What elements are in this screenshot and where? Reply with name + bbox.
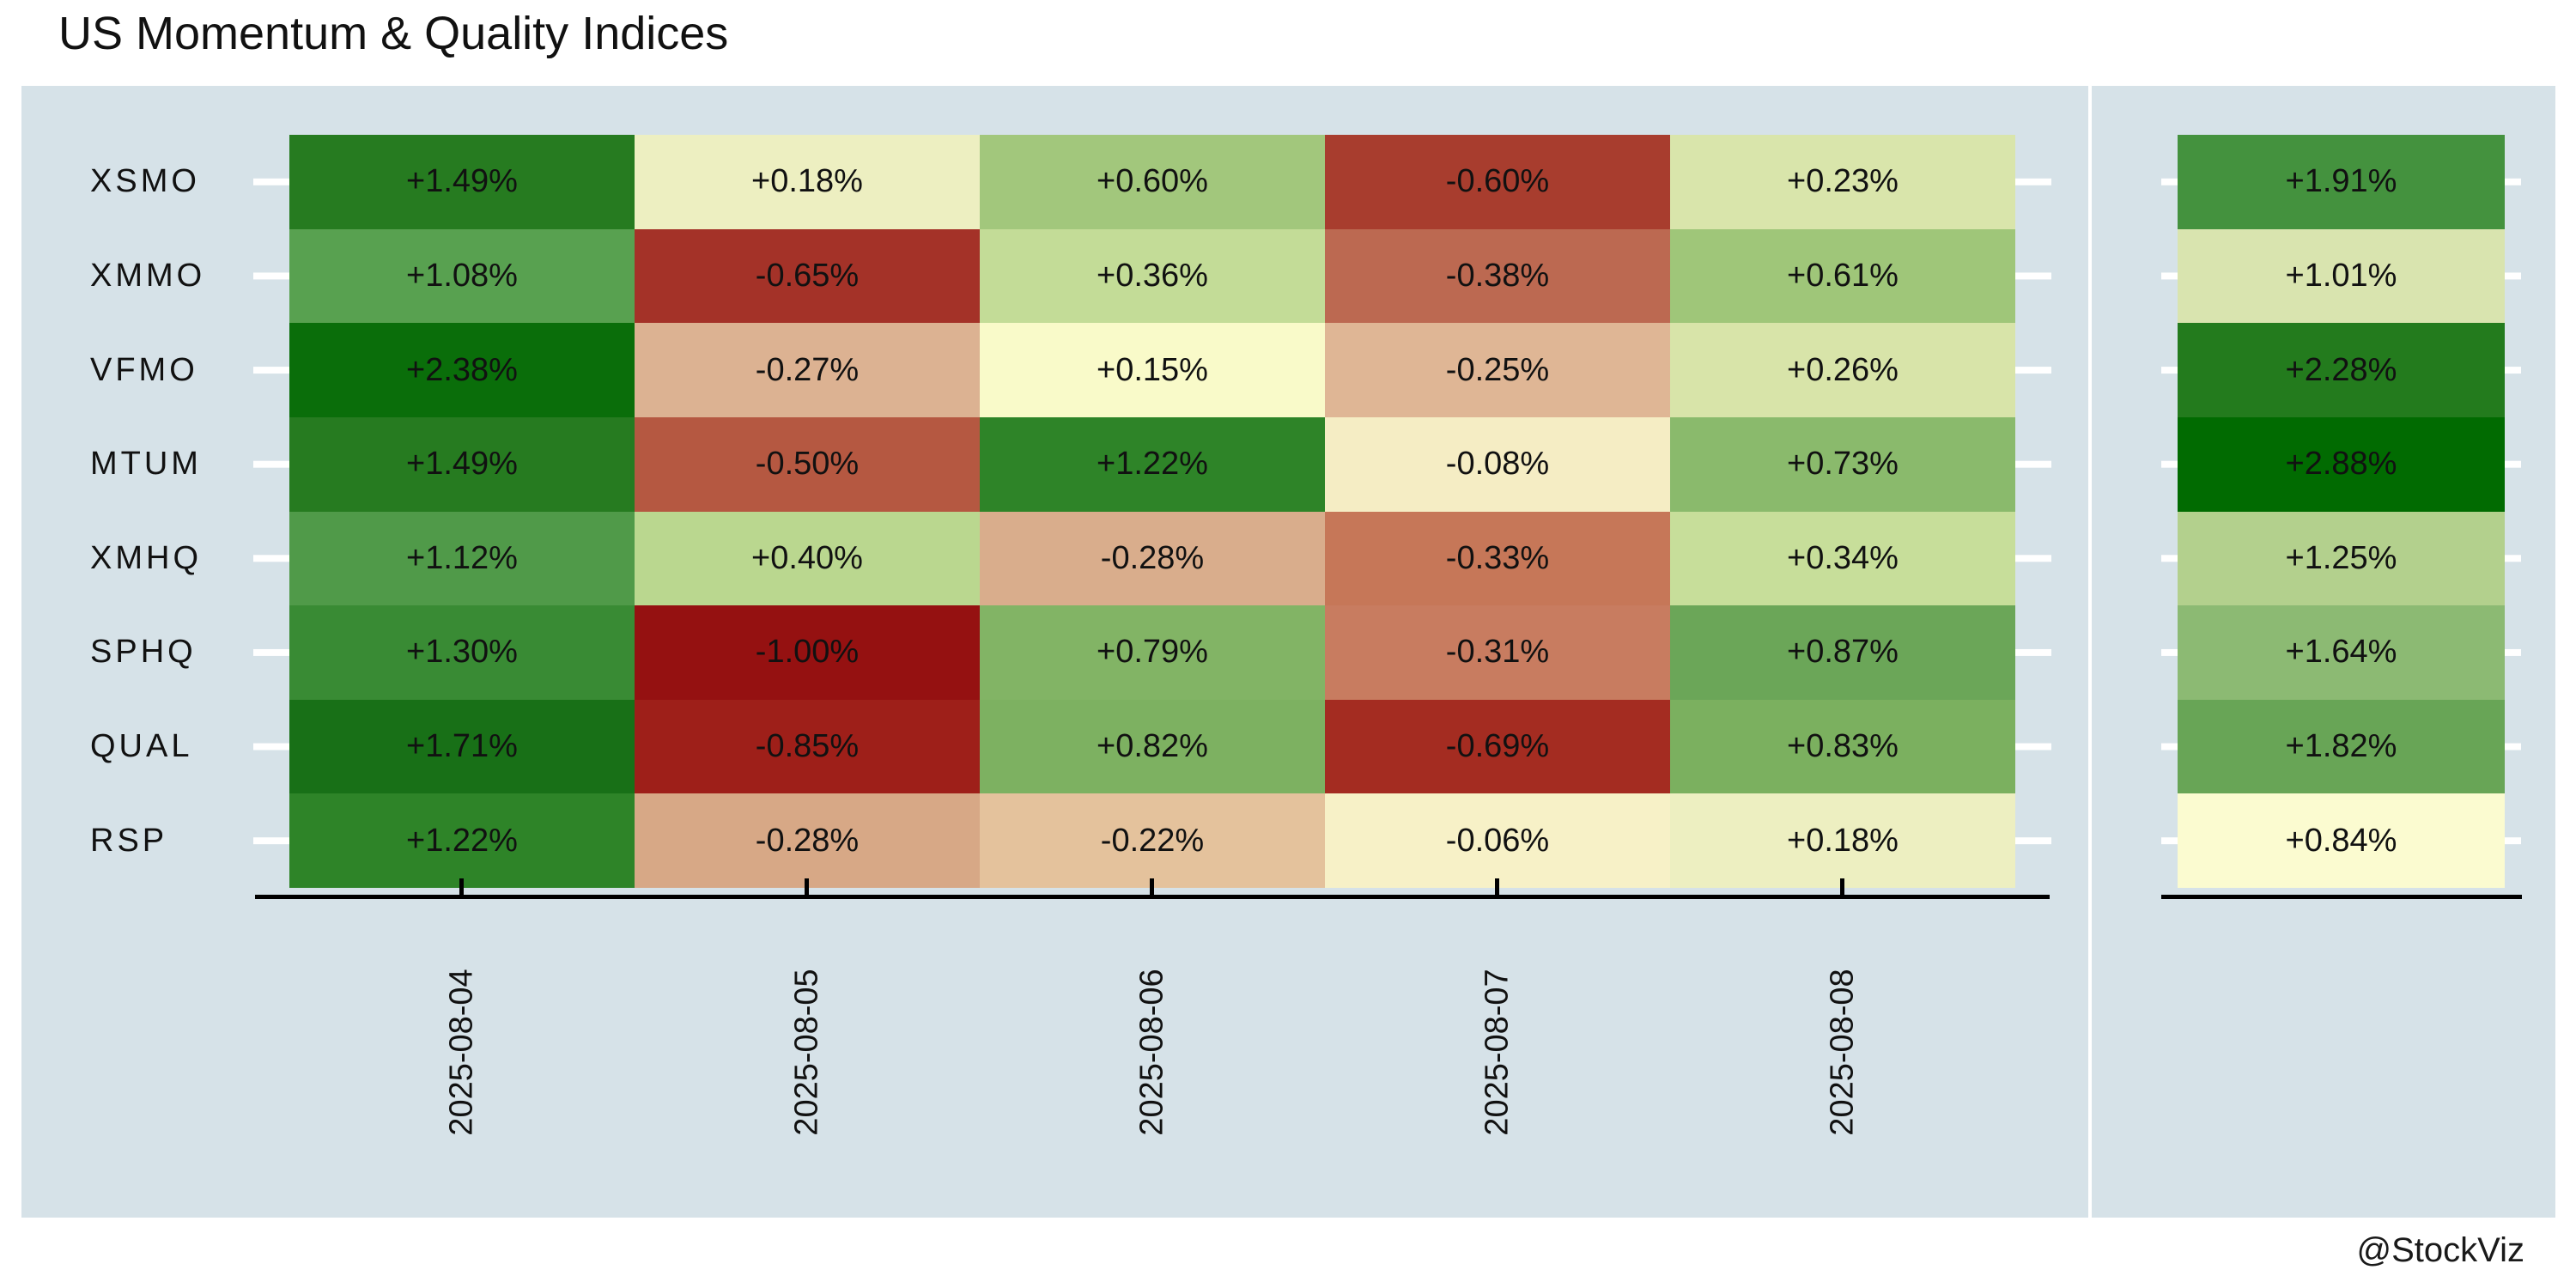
- total-cell: +1.64%: [2178, 605, 2505, 700]
- x-axis-label-box: 2025-08-08: [1824, 923, 1862, 1181]
- x-axis-label: 2025-08-05: [788, 968, 825, 1136]
- y-axis-label-xmmo: XMMO: [90, 257, 206, 294]
- y-axis-label-xmhq: XMHQ: [90, 539, 202, 576]
- total-cell: +2.88%: [2178, 416, 2505, 512]
- heatmap-cell: +1.30%: [289, 605, 635, 700]
- total-cell: +1.91%: [2178, 135, 2505, 229]
- heatmap-cell: -0.65%: [635, 228, 980, 324]
- heatmap-cell: -0.38%: [1325, 228, 1670, 324]
- totals-grid: +1.91% +1.01% +2.28% +2.88% +1.25% +1.64…: [2178, 135, 2505, 888]
- heatmap-cell: -0.28%: [635, 793, 980, 888]
- x-axis-label: 2025-08-04: [443, 968, 480, 1136]
- heatmap-cell: +0.61%: [1670, 228, 2015, 324]
- heatmap-cell: +1.49%: [289, 416, 635, 512]
- x-axis-label-box: 2025-08-05: [788, 923, 826, 1181]
- heatmap-cell: +1.08%: [289, 228, 635, 324]
- total-cell: +2.28%: [2178, 323, 2505, 417]
- x-tick-mark: [459, 878, 464, 899]
- heatmap-cell: +0.87%: [1670, 605, 2015, 700]
- y-tick-marks-totals-left: [2161, 135, 2178, 888]
- x-axis-label-box: 2025-08-06: [1133, 923, 1171, 1181]
- heatmap-cell: +0.18%: [635, 135, 980, 229]
- heatmap-cell: +1.12%: [289, 511, 635, 606]
- heatmap-cell: +2.38%: [289, 323, 635, 417]
- y-axis-label-qual: QUAL: [90, 728, 193, 765]
- heatmap-cell: -0.69%: [1325, 699, 1670, 794]
- x-axis-label-box: 2025-08-07: [1479, 923, 1516, 1181]
- heatmap-cell: +0.82%: [980, 699, 1325, 794]
- x-tick-mark: [805, 878, 809, 899]
- y-axis-label-rsp: RSP: [90, 822, 168, 859]
- total-cell: +0.84%: [2178, 793, 2505, 888]
- heatmap-grid: +1.49% +0.18% +0.60% -0.60% +0.23% +1.08…: [289, 135, 2015, 888]
- heatmap-cell: +0.34%: [1670, 511, 2015, 606]
- heatmap-cell: +0.60%: [980, 135, 1325, 229]
- total-cell: +1.01%: [2178, 228, 2505, 324]
- x-tick-mark: [1840, 878, 1844, 899]
- total-cell: +1.82%: [2178, 699, 2505, 794]
- heatmap-cell: +0.36%: [980, 228, 1325, 324]
- y-tick-marks-main-left: [253, 135, 289, 888]
- y-axis-label-mtum: MTUM: [90, 446, 202, 483]
- heatmap-cell: -0.06%: [1325, 793, 1670, 888]
- x-tick-mark: [1495, 878, 1499, 899]
- heatmap-cell: -0.85%: [635, 699, 980, 794]
- heatmap-cell: -0.22%: [980, 793, 1325, 888]
- heatmap-cell: -0.25%: [1325, 323, 1670, 417]
- y-tick-marks-totals-right: [2505, 135, 2521, 888]
- heatmap-cell: +1.22%: [980, 416, 1325, 512]
- heatmap-cell: +0.23%: [1670, 135, 2015, 229]
- heatmap-cell: +0.83%: [1670, 699, 2015, 794]
- x-axis-label: 2025-08-08: [1824, 968, 1861, 1136]
- x-tick-mark: [1150, 878, 1154, 899]
- heatmap-cell: +1.71%: [289, 699, 635, 794]
- heatmap-cell: -0.28%: [980, 511, 1325, 606]
- heatmap-cell: +0.73%: [1670, 416, 2015, 512]
- heatmap-cell: +1.22%: [289, 793, 635, 888]
- heatmap-cell: +0.26%: [1670, 323, 2015, 417]
- x-axis-line-totals: [2161, 895, 2522, 899]
- heatmap-cell: -0.31%: [1325, 605, 1670, 700]
- y-axis-label-sphq: SPHQ: [90, 634, 197, 671]
- heatmap-cell: -0.50%: [635, 416, 980, 512]
- heatmap-cell: -1.00%: [635, 605, 980, 700]
- y-tick-marks-main-right: [2015, 135, 2051, 888]
- heatmap-cell: +0.18%: [1670, 793, 2015, 888]
- heatmap-cell: -0.08%: [1325, 416, 1670, 512]
- y-axis-label-xsmo: XSMO: [90, 163, 200, 200]
- credit-watermark: @StockViz: [2356, 1231, 2525, 1269]
- heatmap-cell: +0.15%: [980, 323, 1325, 417]
- heatmap-cell: -0.27%: [635, 323, 980, 417]
- heatmap-cell: -0.60%: [1325, 135, 1670, 229]
- x-axis-label: 2025-08-06: [1133, 968, 1170, 1136]
- heatmap-cell: +0.79%: [980, 605, 1325, 700]
- chart-title: US Momentum & Quality Indices: [58, 8, 729, 59]
- y-axis-labels: XSMO XMMO VFMO MTUM XMHQ SPHQ QUAL RSP: [90, 135, 270, 888]
- heatmap-cell: +1.49%: [289, 135, 635, 229]
- x-axis-label: 2025-08-07: [1479, 968, 1516, 1136]
- total-cell: +1.25%: [2178, 511, 2505, 606]
- heatmap-cell: +0.40%: [635, 511, 980, 606]
- y-axis-label-vfmo: VFMO: [90, 351, 198, 388]
- x-axis-label-box: 2025-08-04: [443, 923, 481, 1181]
- heatmap-cell: -0.33%: [1325, 511, 1670, 606]
